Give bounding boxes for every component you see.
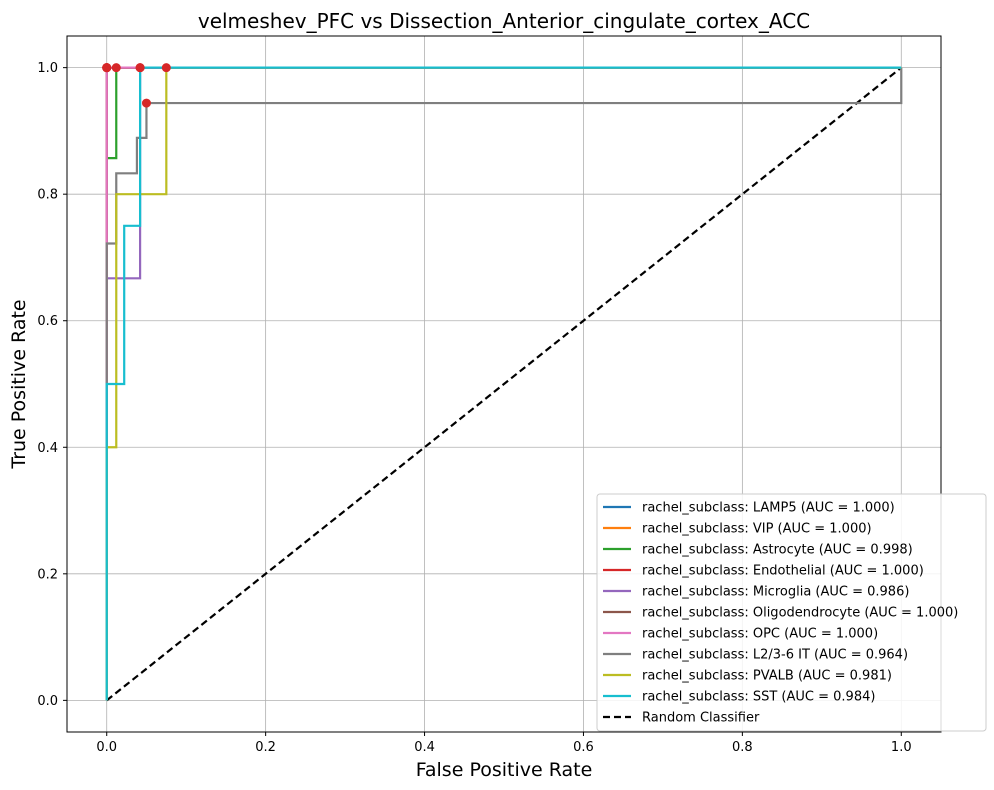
legend-entry: rachel_subclass: Astrocyte (AUC = 0.998) <box>642 543 913 558</box>
x-tick-label: 0.2 <box>255 740 276 755</box>
legend: rachel_subclass: LAMP5 (AUC = 1.000) rach… <box>596 493 987 732</box>
x-tick-label: 0.8 <box>732 740 753 755</box>
y-tick-label: 0.4 <box>37 441 58 456</box>
y-tick-label: 0.8 <box>37 188 58 203</box>
legend-entry: rachel_subclass: OPC (AUC = 1.000) <box>642 627 878 642</box>
x-axis-ticks: 0.0 0.2 0.4 0.6 0.8 1.0 <box>96 732 912 755</box>
legend-entry: rachel_subclass: SST (AUC = 0.984) <box>642 690 875 705</box>
legend-entry: rachel_subclass: Oligodendrocyte (AUC = … <box>642 606 958 621</box>
legend-entry: rachel_subclass: LAMP5 (AUC = 1.000) <box>642 501 895 516</box>
roc-curve-7 <box>105 67 903 701</box>
y-tick-label: 0.2 <box>37 567 58 582</box>
legend-entry: rachel_subclass: Endothelial (AUC = 1.00… <box>642 564 924 579</box>
threshold-marker-9 <box>135 63 145 73</box>
threshold-marker-7 <box>141 98 151 108</box>
y-tick-label: 1.0 <box>37 61 58 76</box>
threshold-markers <box>102 63 171 108</box>
x-tick-label: 0.6 <box>573 740 594 755</box>
y-tick-label: 0.6 <box>37 314 58 329</box>
x-tick-label: 0.4 <box>414 740 435 755</box>
x-axis-label: False Positive Rate <box>416 759 593 781</box>
legend-entry: rachel_subclass: VIP (AUC = 1.000) <box>642 522 872 537</box>
x-tick-label: 1.0 <box>891 740 912 755</box>
threshold-marker-2 <box>111 63 121 73</box>
threshold-marker-8 <box>161 63 171 73</box>
chart-title: velmeshev_PFC vs Dissection_Anterior_cin… <box>198 9 810 33</box>
threshold-marker-6 <box>102 63 112 73</box>
y-axis-ticks: 0.0 0.2 0.4 0.6 0.8 1.0 <box>37 61 67 709</box>
y-axis-label: True Positive Rate <box>8 299 30 469</box>
legend-box <box>596 493 987 732</box>
legend-entry: rachel_subclass: PVALB (AUC = 0.981) <box>642 669 892 684</box>
y-tick-label: 0.0 <box>37 694 58 709</box>
legend-entry: rachel_subclass: L2/3-6 IT (AUC = 0.964) <box>642 648 908 663</box>
legend-entry: Random Classifier <box>642 711 760 726</box>
plot-frame <box>66 35 942 733</box>
x-tick-label: 0.0 <box>96 740 117 755</box>
legend-entry: rachel_subclass: Microglia (AUC = 0.986) <box>642 585 909 600</box>
random-classifier-line <box>106 66 902 702</box>
